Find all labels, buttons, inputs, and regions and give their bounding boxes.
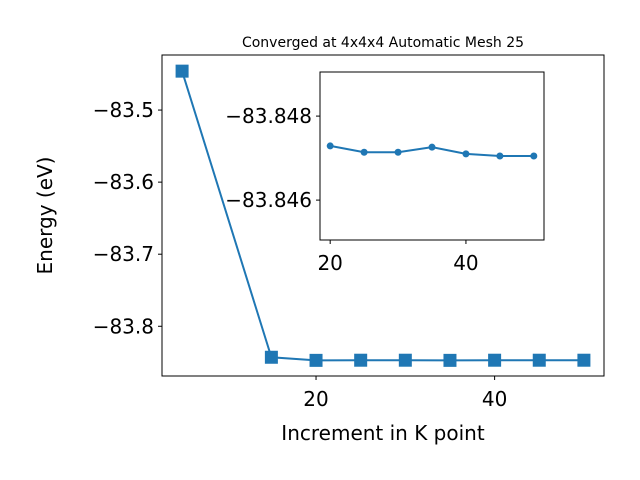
marker [360,148,368,156]
marker [532,353,546,367]
x-tick-label: 20 [303,387,328,411]
marker [398,353,412,367]
marker [326,142,334,150]
y-tick-label: −83.8 [93,314,154,338]
y-tick-label: −83.6 [93,170,154,194]
marker [354,353,368,367]
y-tick-label: −83.846 [225,188,312,212]
marker [462,150,470,158]
marker [428,143,436,151]
marker [309,353,323,367]
marker [264,350,278,364]
y-tick-label: −83.5 [93,98,154,122]
marker [577,353,591,367]
y-axis-label: Energy (eV) [33,157,57,275]
y-tick-label: −83.7 [93,242,154,266]
x-tick-label: 40 [482,387,507,411]
x-axis-label: Increment in K point [281,421,485,445]
marker [530,152,538,160]
marker [443,353,457,367]
marker [496,152,504,160]
x-tick-label: 20 [317,251,342,275]
marker [175,64,189,78]
x-tick-label: 40 [453,251,478,275]
marker [488,353,502,367]
marker [394,148,402,156]
y-tick-label: −83.848 [225,104,312,128]
chart-title: Converged at 4x4x4 Automatic Mesh 25 [242,35,524,51]
